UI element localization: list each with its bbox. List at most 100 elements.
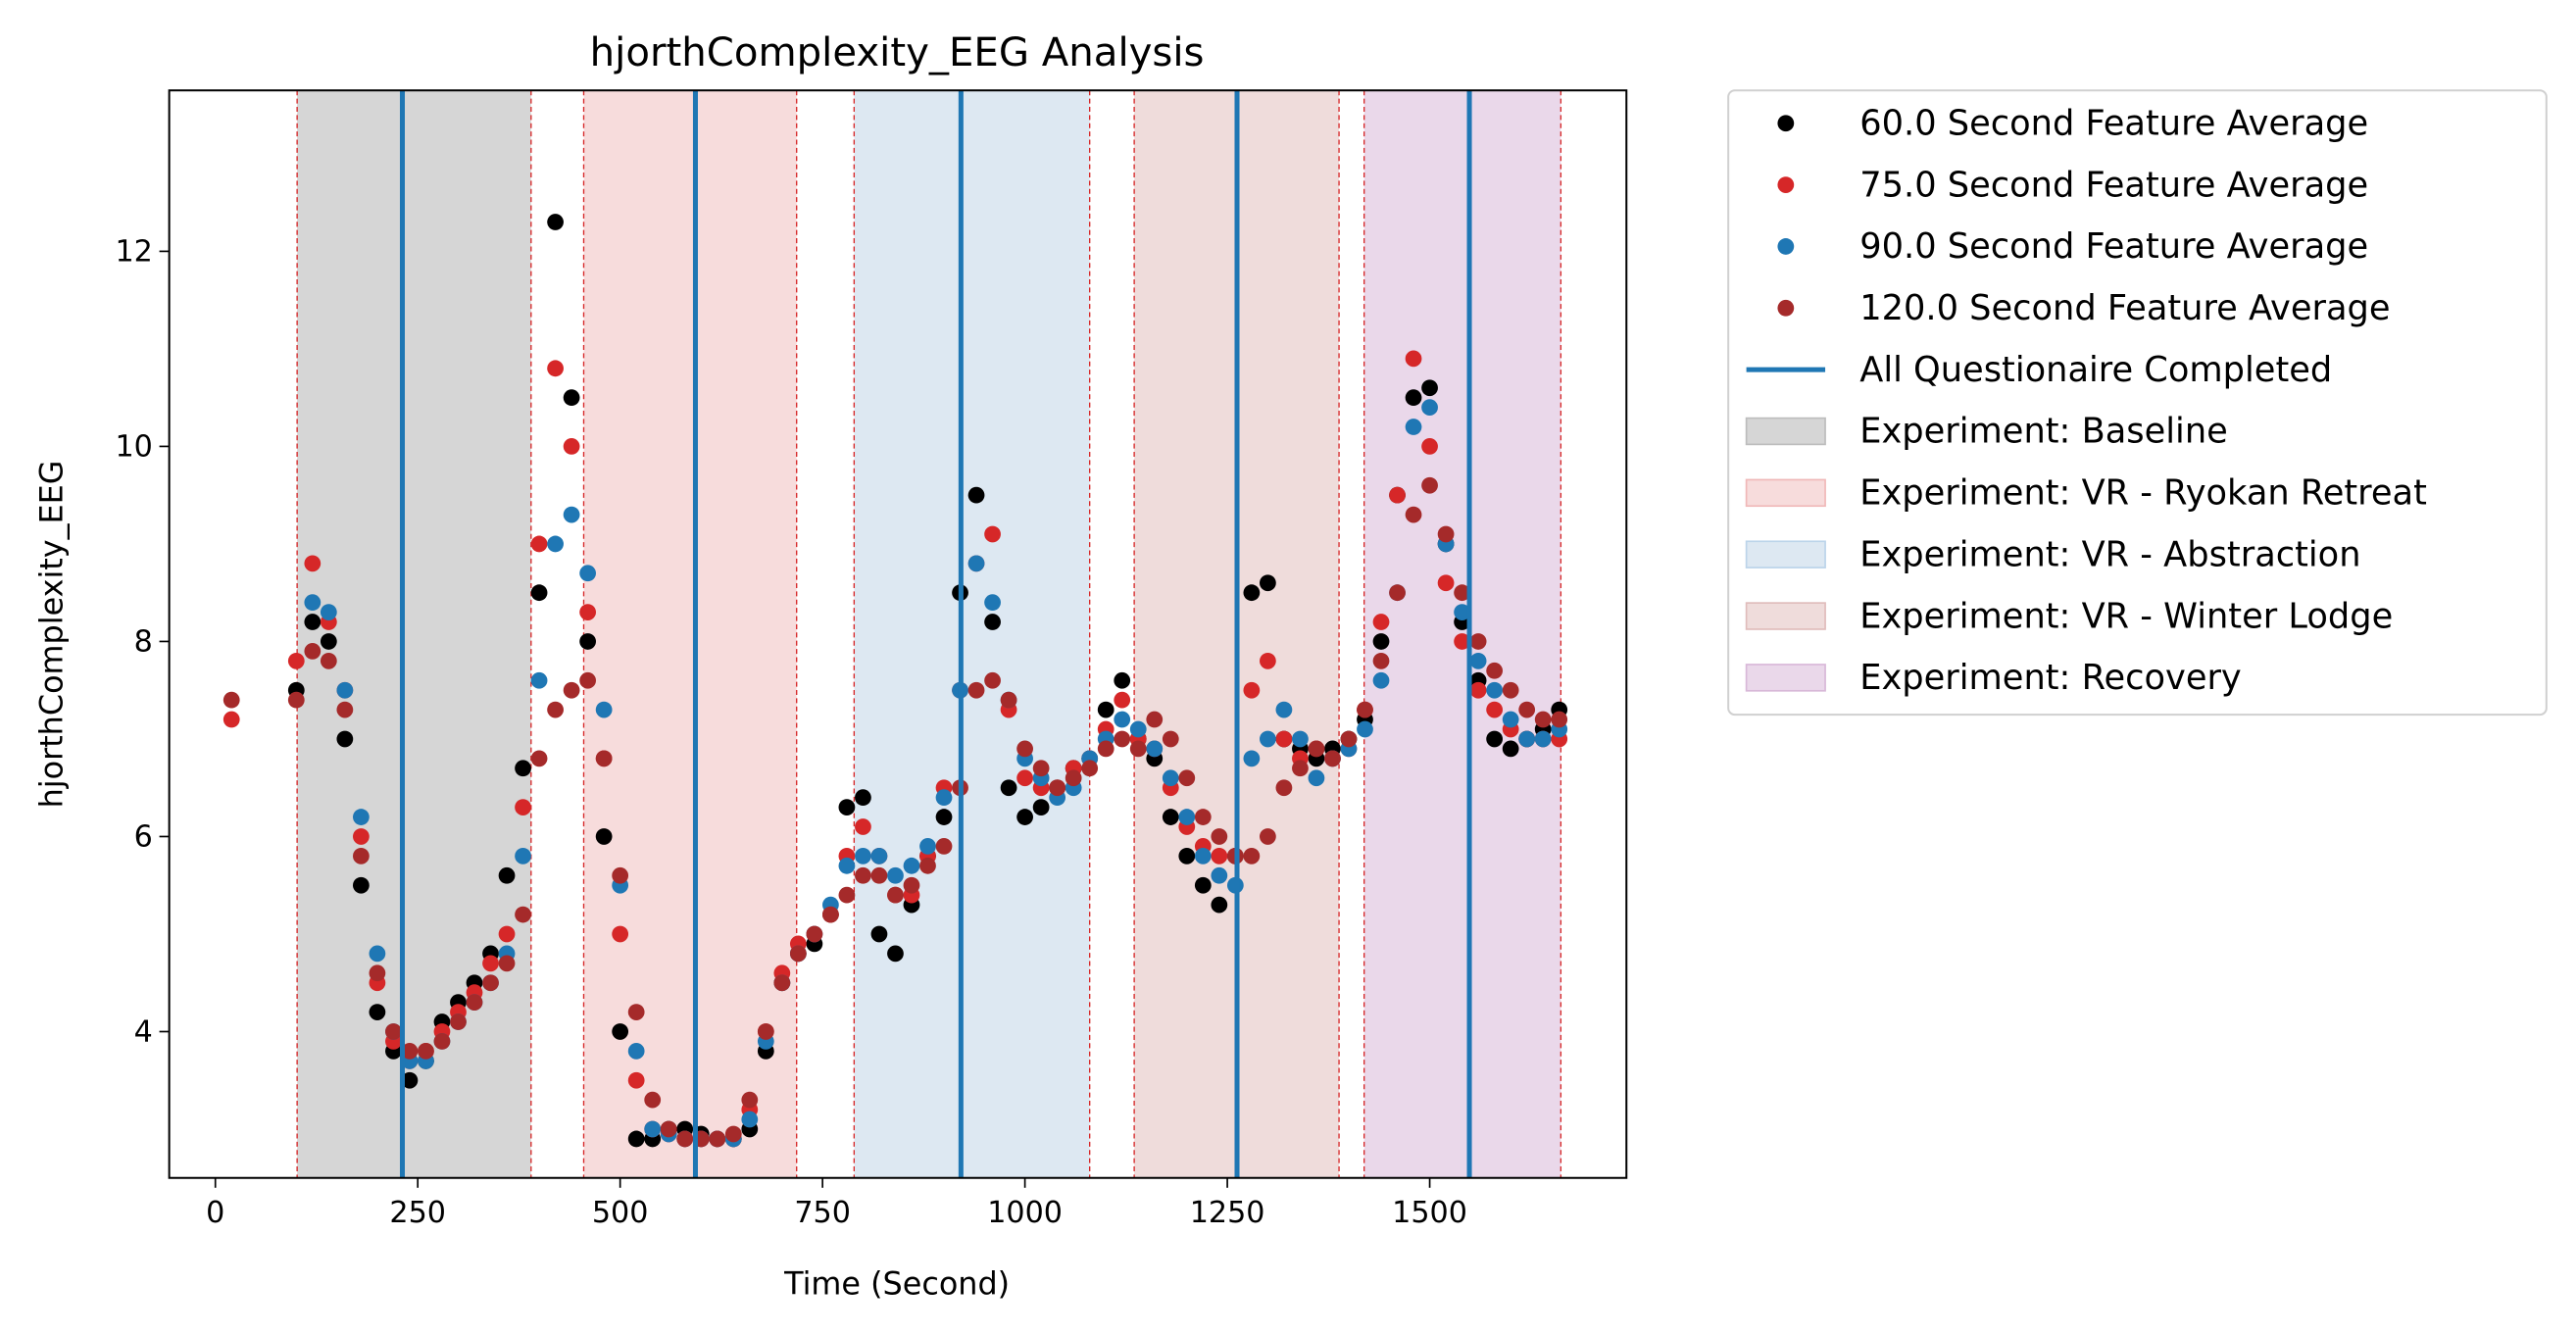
- data-point: [1421, 399, 1438, 417]
- data-point: [1357, 720, 1373, 738]
- data-point: [466, 994, 483, 1012]
- data-point: [515, 760, 531, 777]
- data-point: [967, 681, 985, 699]
- data-point: [627, 1043, 645, 1060]
- data-point: [1081, 760, 1099, 777]
- data-point: [838, 799, 856, 815]
- data-point: [1454, 633, 1470, 650]
- data-point: [1340, 730, 1358, 748]
- legend-label: Experiment: VR - Ryokan Retreat: [1859, 473, 2427, 514]
- x-tick-label: 1500: [1392, 1196, 1467, 1230]
- data-point: [1275, 779, 1293, 797]
- data-point: [336, 730, 354, 748]
- data-point: [984, 594, 1001, 612]
- data-point: [935, 809, 953, 825]
- data-point: [498, 866, 516, 884]
- data-point: [547, 360, 564, 377]
- data-point: [1000, 691, 1017, 709]
- data-point: [1469, 652, 1487, 669]
- data-point: [660, 1120, 677, 1138]
- data-point: [870, 847, 888, 865]
- data-point: [1032, 760, 1050, 777]
- data-point: [984, 671, 1001, 689]
- data-point: [1486, 681, 1504, 699]
- data-point: [1372, 633, 1390, 650]
- data-point: [1502, 681, 1519, 699]
- data-point: [1454, 584, 1470, 602]
- data-point: [612, 866, 629, 884]
- legend-marker: [1777, 238, 1795, 255]
- data-point: [369, 1004, 386, 1020]
- data-point: [595, 828, 613, 845]
- y-tick-label: 4: [134, 1015, 153, 1050]
- data-point: [1114, 730, 1131, 748]
- data-point: [627, 1071, 645, 1089]
- data-point: [579, 604, 597, 620]
- data-point: [919, 838, 936, 855]
- data-point: [1372, 614, 1390, 630]
- data-point: [1211, 847, 1228, 865]
- data-point: [579, 671, 597, 689]
- data-point: [320, 652, 337, 669]
- data-point: [352, 847, 370, 865]
- data-point: [515, 847, 531, 865]
- data-point: [1146, 711, 1164, 728]
- data-point: [1405, 350, 1422, 368]
- data-point: [1243, 584, 1261, 602]
- data-point: [855, 866, 871, 884]
- data-point: [563, 681, 580, 699]
- data-point: [903, 857, 920, 874]
- data-point: [1308, 769, 1325, 787]
- legend: [1727, 89, 2548, 716]
- legend-patch: [1745, 478, 1826, 508]
- y-axis-label: hjorthComplexity_EEG: [33, 461, 71, 809]
- x-tick-label: 1000: [987, 1196, 1063, 1230]
- data-point: [870, 925, 888, 943]
- data-point: [1178, 847, 1196, 865]
- data-point: [547, 214, 564, 230]
- data-point: [627, 1004, 645, 1020]
- data-point: [1502, 711, 1519, 728]
- data-point: [1372, 671, 1390, 689]
- data-point: [1032, 799, 1050, 815]
- data-point: [320, 633, 337, 650]
- ticks: 0 250 500 750 1000 1250 1500 4 6 8 10 12: [115, 234, 1466, 1230]
- legend-marker: [1777, 176, 1795, 193]
- data-point: [967, 486, 985, 504]
- data-point: [1389, 584, 1406, 602]
- data-point: [919, 857, 936, 874]
- legend-label: Experiment: VR - Winter Lodge: [1859, 596, 2393, 636]
- data-point: [822, 906, 839, 923]
- data-point: [612, 1023, 629, 1040]
- data-point: [1162, 809, 1179, 825]
- data-point: [530, 535, 548, 553]
- data-point: [1421, 438, 1438, 455]
- data-point: [724, 1125, 742, 1143]
- data-point: [870, 866, 888, 884]
- data-point: [855, 789, 871, 807]
- data-point: [806, 925, 823, 943]
- data-point: [1146, 740, 1164, 758]
- x-tick-label: 750: [794, 1196, 851, 1230]
- data-point: [1194, 847, 1212, 865]
- data-point: [433, 1033, 451, 1050]
- data-point: [369, 964, 386, 982]
- data-point: [773, 974, 791, 992]
- data-point: [838, 886, 856, 904]
- data-point: [676, 1130, 694, 1148]
- data-point: [644, 1091, 662, 1109]
- data-point: [1162, 730, 1179, 748]
- chart-title: hjorthComplexity_EEG Analysis: [590, 30, 1205, 75]
- x-axis-label: Time (Second): [783, 1265, 1010, 1303]
- data-point: [1437, 525, 1455, 543]
- data-point: [1129, 720, 1147, 738]
- data-point: [336, 701, 354, 718]
- data-point: [709, 1130, 726, 1148]
- data-point: [1211, 828, 1228, 845]
- data-point: [563, 506, 580, 523]
- data-point: [482, 974, 499, 992]
- data-point: [352, 809, 370, 825]
- data-point: [1097, 740, 1115, 758]
- data-point: [1260, 730, 1276, 748]
- data-point: [352, 828, 370, 845]
